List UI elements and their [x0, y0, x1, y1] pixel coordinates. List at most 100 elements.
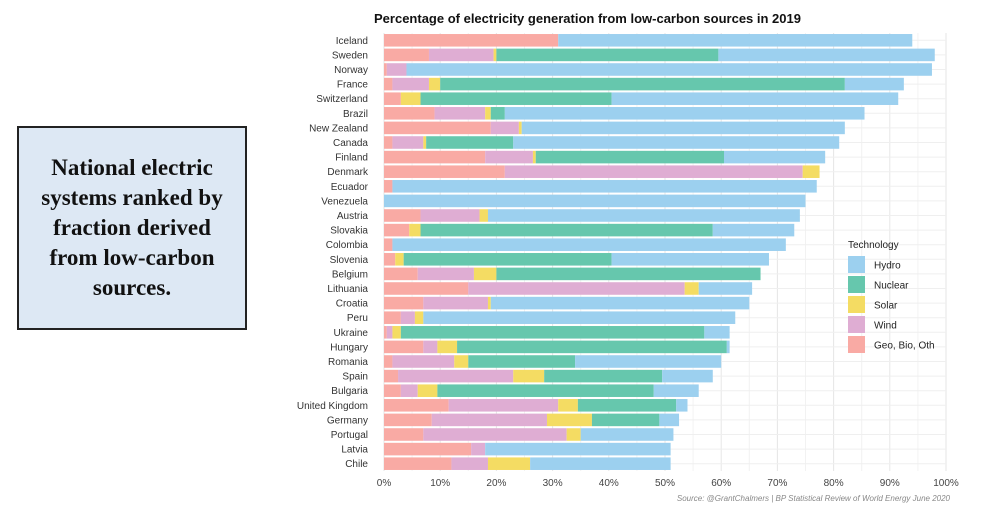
country-label: Lithuania — [327, 284, 368, 295]
bar-segment — [684, 282, 699, 295]
bar-segment — [384, 442, 472, 456]
bar-segment — [504, 107, 865, 120]
bar-segment — [431, 413, 547, 427]
bar-segment — [698, 282, 753, 295]
bar-segment — [493, 48, 497, 62]
bar-segment — [485, 107, 491, 120]
bar-segment — [457, 340, 727, 354]
callout-box: National electric systems ranked by frac… — [17, 126, 247, 330]
bar-segment — [384, 209, 421, 222]
bar-segment — [384, 369, 399, 383]
bar-segment — [428, 48, 494, 62]
bar-segment — [398, 369, 514, 383]
bar-segment — [392, 77, 429, 91]
bar-segment — [384, 165, 505, 178]
bar-segment — [384, 457, 452, 470]
legend-swatch — [848, 256, 865, 273]
bar-segment — [384, 77, 393, 91]
bar-segment — [420, 92, 612, 105]
bar-segment — [400, 311, 415, 324]
bar-segment — [392, 238, 786, 251]
bar-segment — [384, 399, 449, 412]
country-label: Croatia — [336, 299, 369, 310]
country-label: Switzerland — [316, 94, 368, 105]
bar-segment — [384, 384, 401, 397]
bar-segment — [384, 34, 559, 47]
country-label: Hungary — [330, 342, 368, 353]
bar-segment — [384, 150, 486, 164]
bar-segment — [591, 413, 660, 427]
bar-segment — [417, 267, 474, 281]
bar-segment — [659, 413, 680, 427]
bar-segment — [414, 311, 424, 324]
x-tick-label: 0% — [377, 478, 392, 489]
country-label: Colombia — [326, 240, 369, 251]
x-tick-label: 30% — [543, 478, 563, 489]
bar-segment — [718, 48, 935, 62]
bar-segment — [384, 253, 396, 266]
bar-segment — [496, 267, 761, 281]
bar-segment — [400, 92, 421, 105]
x-tick-label: 70% — [767, 478, 787, 489]
bar-segment — [384, 121, 491, 135]
country-label: Finland — [335, 153, 368, 164]
bar-segment — [726, 340, 730, 354]
bar-segment — [490, 296, 750, 310]
bar-segment — [490, 107, 505, 120]
bar-segment — [485, 442, 671, 456]
bar-segment — [384, 355, 393, 368]
legend-label: Geo, Bio, Oth — [874, 341, 935, 352]
legend-swatch — [848, 336, 865, 353]
legend-swatch — [848, 296, 865, 313]
bar-segment — [423, 136, 427, 149]
country-label: Latvia — [341, 445, 368, 456]
legend-label: Wind — [874, 321, 897, 332]
bar-segment — [440, 77, 845, 91]
bar-segment — [384, 326, 387, 339]
bar-segment — [384, 428, 424, 441]
bar-segment — [558, 34, 913, 47]
bar-segment — [546, 413, 592, 427]
bar-segment — [535, 150, 725, 164]
bars — [384, 34, 935, 470]
bar-segment — [423, 428, 567, 441]
x-tick-label: 80% — [824, 478, 844, 489]
bar-segment — [423, 340, 438, 354]
bar-segment — [392, 326, 401, 339]
bar-segment — [468, 355, 576, 368]
bar-segment — [423, 296, 488, 310]
bar-segment — [704, 326, 730, 339]
bar-segment — [518, 121, 522, 135]
grid — [383, 33, 947, 471]
bar-segment — [384, 63, 387, 76]
country-label: Venezuela — [321, 196, 368, 207]
bar-segment — [712, 223, 795, 237]
country-label: Peru — [347, 313, 368, 324]
country-label: Denmark — [327, 167, 369, 178]
country-label: Norway — [334, 65, 368, 76]
country-label: United Kingdom — [297, 401, 368, 412]
bar-segment — [530, 457, 671, 470]
country-label: Canada — [333, 138, 368, 149]
legend-title: Technology — [848, 240, 899, 251]
bar-segment — [566, 428, 581, 441]
bar-segment — [384, 194, 806, 208]
country-label: Slovenia — [330, 255, 369, 266]
bar-segment — [479, 209, 488, 222]
bar-segment — [395, 253, 404, 266]
bar-segment — [532, 150, 536, 164]
country-label: Austria — [337, 211, 369, 222]
bar-segment — [384, 282, 469, 295]
bar-segment — [437, 384, 654, 397]
bar-segment — [384, 223, 410, 237]
legend-label: Solar — [874, 301, 898, 312]
legend-label: Nuclear — [874, 281, 909, 292]
bar-segment — [392, 180, 817, 193]
bar-segment — [521, 121, 845, 135]
bar-segment — [384, 238, 393, 251]
bar-segment — [428, 77, 441, 91]
bar-segment — [400, 326, 705, 339]
bar-segment — [409, 223, 421, 237]
bar-segment — [437, 340, 458, 354]
